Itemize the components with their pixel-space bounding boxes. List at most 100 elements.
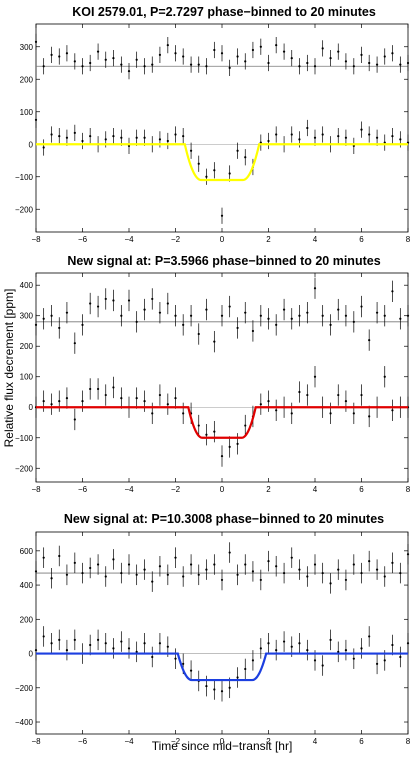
panel-1-x-tick-label: 4 xyxy=(313,235,318,244)
panel-3-data-point xyxy=(158,565,162,568)
panel-1-data-point xyxy=(337,135,340,138)
panel-2-data-point xyxy=(306,311,309,314)
panel-1-data-point xyxy=(120,63,123,66)
panel-2-data-point xyxy=(368,339,371,342)
panel-1-x-tick-label: 0 xyxy=(220,235,225,244)
panel-2-x-tick-label: −6 xyxy=(78,485,88,494)
panel-1-data-point xyxy=(313,136,317,139)
panel-2-data-point xyxy=(205,433,208,436)
panel-1-data-point xyxy=(391,52,394,55)
panel-1-data-point xyxy=(213,48,216,52)
panel-1-y-tick-label: 300 xyxy=(20,43,34,52)
panel-3-data-point xyxy=(267,560,270,563)
panel-1-data-point xyxy=(298,138,301,141)
panel-3-data-point xyxy=(213,563,216,566)
panel-3-data-point xyxy=(135,573,138,576)
panel-1-data-point xyxy=(251,48,255,52)
panel-2-data-point xyxy=(220,454,224,458)
panel-2-data-point xyxy=(58,400,61,403)
panel-3-data-point xyxy=(65,573,69,576)
panel-1-data-point xyxy=(267,61,270,65)
panel-3-x-tick-label: 4 xyxy=(313,737,318,746)
panel-2-x-tick-label: 4 xyxy=(313,485,318,494)
panel-2-data-point xyxy=(42,400,45,403)
panel-2-data-point xyxy=(42,317,45,320)
panel-3-data-point xyxy=(321,664,324,667)
panel-1-data-point xyxy=(166,139,169,143)
panel-2-data-point xyxy=(399,317,402,320)
panel-3-data-point xyxy=(143,568,146,571)
panel-2-data-point xyxy=(244,424,247,427)
panel-2-data-point xyxy=(267,317,270,320)
panel-3-data-point xyxy=(406,553,410,556)
panel-2-data-point xyxy=(65,311,69,314)
panel-1-title: KOI 2579.01, P=2.7297 phase−binned to 20… xyxy=(72,5,376,19)
panel-1-data-point xyxy=(236,149,239,152)
panel-1-y-tick-label: 200 xyxy=(20,75,34,84)
panel-3-data-point xyxy=(344,649,348,652)
panel-3-data-point xyxy=(337,650,340,653)
panel-1-x-tick-label: 2 xyxy=(266,235,271,244)
panel-1-data-point xyxy=(34,40,38,43)
panel-3-data-point xyxy=(189,669,193,672)
panel-3-data-point xyxy=(174,657,177,660)
panel-1-data-point xyxy=(228,172,231,175)
panel-2-data-point xyxy=(89,302,92,305)
panel-1-data-point xyxy=(352,65,355,68)
panel-2-data-point xyxy=(337,308,340,311)
panel-1-data-point xyxy=(205,65,208,68)
panel-1-data-point xyxy=(306,126,309,130)
panel-1-data-point xyxy=(360,128,363,131)
panel-2-data-point xyxy=(127,299,131,302)
panel-1-data-point xyxy=(135,136,138,139)
panel-3-data-point xyxy=(352,657,355,660)
panel-1-data-point xyxy=(104,58,107,61)
panel-1-data-point xyxy=(174,52,177,55)
panel-3-data-point xyxy=(89,566,92,570)
panel-3-data-point xyxy=(151,580,154,583)
panel-2-data-point xyxy=(290,412,293,415)
panel-3-data-point xyxy=(112,558,115,561)
panel-2-data-point xyxy=(213,430,216,433)
panel-2-data-point xyxy=(391,290,394,293)
panel-2-data-point xyxy=(58,326,61,330)
panel-3-axes-frame xyxy=(35,531,409,735)
panel-2-x-tick-label: −8 xyxy=(31,485,41,494)
panel-3-data-point xyxy=(205,684,208,688)
panel-2-data-point xyxy=(352,412,355,415)
panel-3-data-point xyxy=(259,578,262,582)
panel-1-data-point xyxy=(399,138,402,141)
panel-3-data-point xyxy=(236,676,239,679)
panel-3-data-point xyxy=(383,575,386,578)
panel-1-data-point xyxy=(275,44,278,47)
panel-3-data-point xyxy=(189,563,193,566)
panel-2-data-point xyxy=(143,308,146,311)
panel-1-plot: −8 −6 −4 −2 0 2 4 6 8 −200 −100 0 100 200 300 xyxy=(15,23,411,244)
panel-3-x-tick-label: 0 xyxy=(220,737,225,746)
panel-1-y-tick-label: −200 xyxy=(15,205,34,214)
panel-1-data-point xyxy=(329,57,332,60)
panel-3-data-point xyxy=(104,642,107,645)
panel-3-data-point xyxy=(375,568,379,571)
panel-3-data-point xyxy=(391,643,394,647)
panel-1-data-point xyxy=(205,175,208,178)
panel-2-data-point xyxy=(344,314,348,317)
panel-3-data-point xyxy=(182,662,185,665)
panel-2-data-point xyxy=(220,314,224,317)
panel-2-data-point xyxy=(298,390,301,394)
panel-2-data-point xyxy=(383,375,386,378)
panel-2-data-point xyxy=(104,393,107,397)
panel-2-data-point xyxy=(174,396,177,400)
panel-2-data-point xyxy=(143,400,146,403)
panel-1-data-point xyxy=(158,53,162,56)
panel-2-data-point xyxy=(406,314,410,317)
panel-3-data-point xyxy=(205,568,208,571)
panel-3-data-point xyxy=(104,575,107,578)
panel-1-data-point xyxy=(112,57,115,60)
panel-3-data-point xyxy=(267,642,270,645)
panel-2-data-point xyxy=(213,340,216,343)
panel-2-data-point xyxy=(151,297,154,301)
panel-1-data-point xyxy=(143,136,146,139)
panel-3-data-point xyxy=(290,645,293,648)
